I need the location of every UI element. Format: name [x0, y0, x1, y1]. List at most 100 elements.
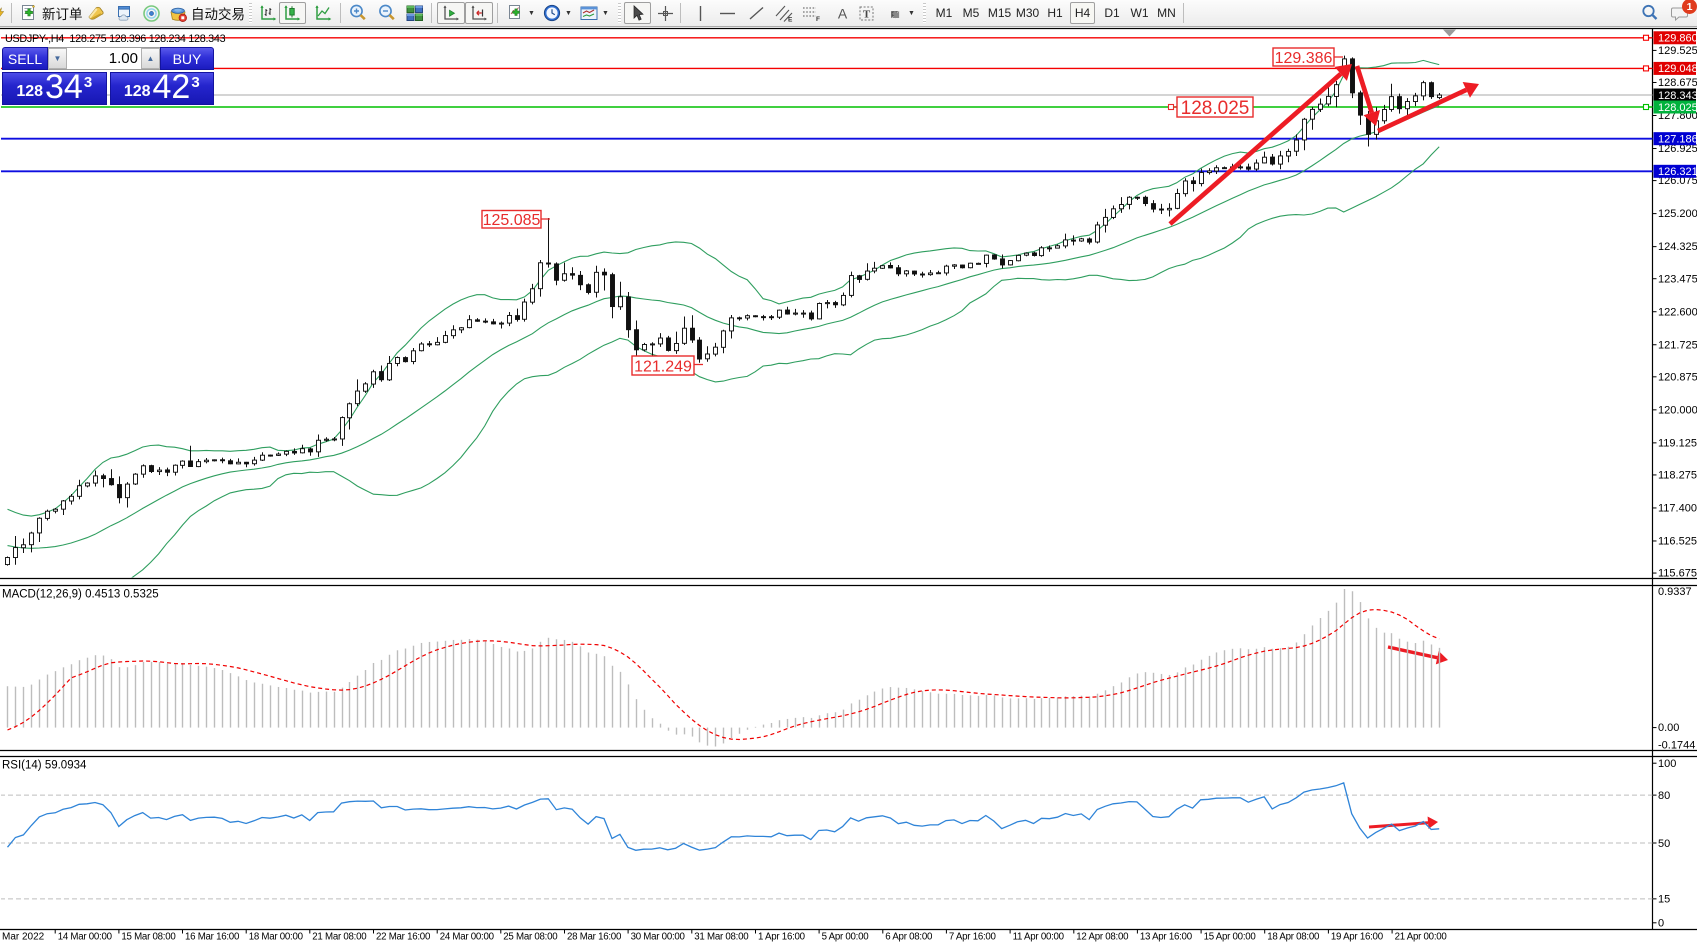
arrows-button[interactable]: ▼: [884, 2, 918, 24]
candle-body: [451, 329, 456, 337]
candle-body: [403, 357, 408, 363]
navigator-button[interactable]: [140, 2, 163, 24]
volume-increase-button[interactable]: ▲: [141, 48, 160, 69]
search-icon: [1642, 4, 1658, 20]
trend-arrow-line[interactable]: [1377, 87, 1468, 134]
fibonacci-button[interactable]: F: [799, 2, 823, 24]
volume-decrease-button[interactable]: ▼: [48, 48, 67, 69]
candle-body: [1429, 82, 1434, 98]
price-chip-label: 129.048: [1658, 63, 1697, 75]
templates-button[interactable]: ▼: [577, 2, 612, 24]
trend-arrow[interactable]: [1368, 816, 1438, 829]
trend-arrow[interactable]: [1168, 64, 1352, 226]
periods-clock-icon: [543, 4, 561, 22]
annotation-box[interactable]: [1176, 96, 1254, 118]
trend-arrow-line[interactable]: [1368, 821, 1429, 829]
price-tick-label: 124.325: [1658, 241, 1697, 253]
sell-button[interactable]: SELL: [2, 47, 48, 70]
bar-chart-icon: [260, 4, 277, 21]
timeframe-W1[interactable]: W1: [1130, 6, 1149, 20]
hline-handle[interactable]: [1642, 103, 1650, 111]
candle-body: [29, 532, 34, 546]
trend-arrow[interactable]: [1377, 82, 1479, 134]
trendline-button[interactable]: [745, 2, 768, 24]
autotrading-label: 自动交易: [191, 7, 245, 22]
timeframe-H4[interactable]: H4: [1070, 2, 1095, 24]
periods-caret-icon: ▼: [565, 9, 572, 17]
trend-arrow-head: [1334, 64, 1352, 81]
candle-body: [530, 288, 535, 303]
search-button[interactable]: [1638, 2, 1662, 24]
annotation-box[interactable]: [481, 209, 542, 229]
horizontal-line-button[interactable]: [716, 2, 739, 24]
chat-button[interactable]: 1: [1668, 0, 1697, 24]
cut-tool-button[interactable]: [0, 2, 8, 24]
trend-arrow-line[interactable]: [1354, 65, 1375, 114]
rsi-label: RSI(14) 59.0934: [2, 760, 87, 772]
buy-price-panel[interactable]: 128 42 3: [109, 70, 214, 105]
bollinger-layer: [7, 59, 1440, 578]
hline-handle[interactable]: [1642, 65, 1650, 72]
new-order-button[interactable]: 新订单: [18, 2, 85, 24]
timeframe-M15[interactable]: M15: [987, 6, 1012, 20]
candle-body: [475, 319, 480, 322]
hline-handle[interactable]: [1642, 34, 1650, 41]
trend-arrow[interactable]: [1354, 65, 1381, 126]
line-chart-button[interactable]: [312, 2, 335, 24]
trend-arrow-line[interactable]: [1387, 645, 1438, 660]
trend-arrow-line[interactable]: [1168, 72, 1343, 226]
candle-body: [252, 459, 257, 465]
candle-body: [594, 271, 599, 293]
zoom-in-icon: [350, 4, 366, 21]
separator-grip: [923, 3, 926, 23]
candle-body: [1397, 96, 1402, 110]
volume-input[interactable]: [67, 48, 141, 69]
price-label-annotation[interactable]: 129.386: [1272, 47, 1343, 67]
candle-body: [228, 460, 233, 465]
macd-label: MACD(12,26,9) 0.4513 0.5325: [2, 589, 159, 601]
bar-chart-button[interactable]: [257, 2, 280, 24]
crosshair-button[interactable]: [654, 2, 677, 24]
data-window-button[interactable]: [112, 2, 136, 24]
annotation-box[interactable]: [631, 355, 695, 376]
timeframe-MN[interactable]: MN: [1157, 6, 1176, 20]
vertical-line-button[interactable]: [690, 2, 711, 24]
chart-shift-button[interactable]: [465, 2, 493, 24]
annotation-box[interactable]: [1272, 47, 1335, 67]
candle-body: [1222, 167, 1227, 170]
equidistant-channel-button[interactable]: E: [772, 2, 796, 24]
periods-button[interactable]: ▼: [540, 2, 575, 24]
timeframe-D1[interactable]: D1: [1104, 6, 1120, 20]
price-label-annotation[interactable]: 125.085: [481, 209, 550, 230]
equidistant-channel-icon: E: [775, 5, 793, 23]
auto-scroll-button[interactable]: [437, 2, 465, 24]
buy-button[interactable]: BUY: [160, 47, 214, 70]
market-watch-button[interactable]: [84, 2, 108, 24]
timeframe-H1[interactable]: H1: [1047, 6, 1063, 20]
price-label-annotation[interactable]: 128.025: [1167, 96, 1254, 119]
timeframe-M30[interactable]: M30: [1015, 6, 1040, 20]
candle-body: [1135, 196, 1140, 199]
cursor-button[interactable]: [624, 2, 651, 24]
tile-windows-button[interactable]: [403, 2, 426, 24]
timeframe-M5[interactable]: M5: [962, 6, 980, 20]
text-button[interactable]: A: [831, 2, 854, 24]
price-label-annotation[interactable]: 121.249: [631, 355, 703, 376]
time-label: 25 Mar 08:00: [503, 932, 558, 943]
candle-body: [944, 265, 949, 274]
zoom-in-button[interactable]: [346, 2, 370, 24]
chart-shift-marker[interactable]: [1443, 29, 1456, 37]
autotrading-button[interactable]: 自动交易: [166, 2, 247, 24]
timeframe-M1[interactable]: M1: [935, 6, 953, 20]
candlestick-chart-button[interactable]: [279, 2, 306, 24]
candle-body: [332, 438, 337, 441]
sell-price-panel[interactable]: 128 34 3: [2, 70, 107, 105]
time-label: 15 Mar 08:00: [121, 932, 176, 943]
buy-price-prefix: 128: [123, 83, 151, 100]
text-label-button[interactable]: T: [855, 2, 878, 24]
ohlc-open: 128.275: [69, 32, 107, 45]
candle-body: [149, 465, 154, 473]
indicators-button[interactable]: ▼: [504, 2, 538, 24]
zoom-out-button[interactable]: [375, 2, 399, 24]
